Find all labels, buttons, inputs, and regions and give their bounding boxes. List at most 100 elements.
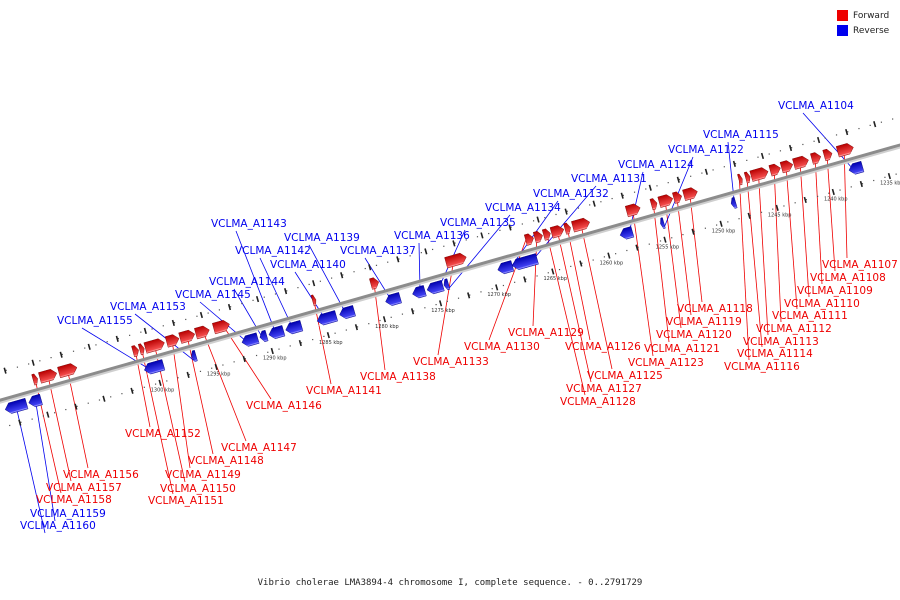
gene-label[interactable]: VCLMA_A1118 [677, 303, 753, 315]
gene-label[interactable]: VCLMA_A1150 [160, 483, 236, 495]
gene-arrow-vclma_a1109[interactable] [810, 151, 823, 165]
gene-label[interactable]: VCLMA_A1123 [628, 357, 704, 369]
gene-label[interactable]: VCLMA_A1141 [306, 385, 382, 397]
gene-arrow-vclma_a1123[interactable] [624, 202, 642, 218]
gene-arrow-vclma_a1131[interactable] [511, 253, 539, 272]
gene-label[interactable]: VCLMA_A1142 [235, 245, 311, 257]
gene-label[interactable]: VCLMA_A1143 [211, 218, 287, 230]
gene-arrow-vclma_a1121[interactable] [649, 198, 659, 211]
gene-label[interactable]: VCLMA_A1136 [394, 230, 470, 242]
gene-arrow-vclma_a1139[interactable] [338, 305, 356, 320]
gene-label[interactable]: VCLMA_A1107 [822, 259, 898, 271]
gene-arrow-vclma_a1153[interactable] [190, 349, 198, 362]
gene-label[interactable]: VCLMA_A1129 [508, 327, 584, 339]
gene-label[interactable]: VCLMA_A1153 [110, 301, 186, 313]
gene-label[interactable]: VCLMA_A1124 [618, 159, 694, 171]
gene-arrow-vclma_a1116[interactable] [737, 173, 744, 186]
gene-arrow-vclma_a1144[interactable] [258, 329, 269, 343]
gene-arrow-vclma_a1104[interactable] [848, 161, 865, 176]
gene-label[interactable]: VCLMA_A1159 [30, 508, 106, 520]
gene-label[interactable]: VCLMA_A1125 [587, 370, 663, 382]
gene-label[interactable]: VCLMA_A1115 [703, 129, 779, 141]
gene-label[interactable]: VCLMA_A1134 [485, 202, 561, 214]
gene-arrow-vclma_a1118[interactable] [682, 186, 699, 201]
gene-arrow-vclma_a1122[interactable] [659, 217, 666, 230]
gene-label[interactable]: VCLMA_A1137 [340, 245, 416, 257]
gene-label[interactable]: VCLMA_A1138 [360, 371, 436, 383]
gene-arrow-vclma_a1115[interactable] [730, 196, 738, 209]
gene-label[interactable]: VCLMA_A1156 [63, 469, 139, 481]
gene-label[interactable]: VCLMA_A1128 [560, 396, 636, 408]
gene-label[interactable]: VCLMA_A1131 [571, 173, 647, 185]
gene-arrow-vclma_a1159[interactable] [27, 393, 43, 408]
gene-arrow-vclma_a1155[interactable] [143, 359, 166, 375]
gene-arrow-vclma_a1138[interactable] [369, 277, 381, 290]
gene-arrow-vclma_a1142[interactable] [284, 320, 304, 335]
gene-arrow-vclma_a1147[interactable] [194, 325, 211, 340]
gene-arrow-vclma_a1112[interactable] [768, 163, 782, 177]
gene-label[interactable]: VCLMA_A1149 [165, 469, 241, 481]
gene-label[interactable]: VCLMA_A1109 [797, 285, 873, 297]
gene-label[interactable]: VCLMA_A1133 [413, 356, 489, 368]
gene-label[interactable]: VCLMA_A1145 [175, 289, 251, 301]
gene-label[interactable]: VCLMA_A1148 [188, 455, 264, 467]
gene-label[interactable]: VCLMA_A1155 [57, 315, 133, 327]
gene-label[interactable]: VCLMA_A1139 [284, 232, 360, 244]
gene-arrow-vclma_a1129[interactable] [532, 230, 544, 244]
gene-arrow-vclma_a1130[interactable] [523, 233, 535, 246]
gene-arrow-vclma_a1124[interactable] [619, 226, 635, 241]
gene-arrow-vclma_a1148[interactable] [178, 329, 197, 344]
gene-label[interactable]: VCLMA_A1111 [772, 310, 848, 322]
gene-arrow-vclma_a1135[interactable] [426, 279, 445, 295]
gene-label[interactable]: VCLMA_A1119 [666, 316, 742, 328]
gene-label[interactable]: VCLMA_A1113 [743, 336, 819, 348]
gene-label[interactable]: VCLMA_A1116 [724, 361, 800, 373]
gene-arrow-vclma_a1111[interactable] [779, 159, 795, 174]
gene-arrow-vclma_a1141[interactable] [310, 294, 318, 307]
gene-arrow-vclma_a1119[interactable] [672, 191, 684, 204]
gene-arrow-vclma_a1132[interactable] [496, 260, 515, 276]
gene-label[interactable]: VCLMA_A1130 [464, 341, 540, 353]
gene-arrow-vclma_a1120[interactable] [657, 193, 675, 208]
gene-arrow-vclma_a1149[interactable] [164, 333, 181, 348]
gene-arrow-vclma_a1107[interactable] [835, 142, 855, 158]
gene-arrow-vclma_a1160[interactable] [4, 398, 29, 415]
gene-label[interactable]: VCLMA_A1135 [440, 217, 516, 229]
gene-label[interactable]: VCLMA_A1108 [810, 272, 886, 284]
gene-label[interactable]: VCLMA_A1152 [125, 428, 201, 440]
gene-arrow-vclma_a1143[interactable] [267, 325, 286, 340]
gene-arrow-vclma_a1158[interactable] [31, 373, 39, 386]
gene-label[interactable]: VCLMA_A1151 [148, 495, 224, 507]
gene-label[interactable]: VCLMA_A1146 [246, 400, 322, 412]
gene-arrow-vclma_a1125[interactable] [571, 217, 592, 233]
gene-arrow-vclma_a1108[interactable] [822, 148, 834, 162]
gene-arrow-vclma_a1145[interactable] [240, 332, 260, 348]
gene-arrow-vclma_a1127[interactable] [549, 224, 566, 239]
gene-label[interactable]: VCLMA_A1121 [644, 343, 720, 355]
gene-label[interactable]: VCLMA_A1127 [566, 383, 642, 395]
gene-label[interactable]: VCLMA_A1104 [778, 100, 854, 112]
gene-arrow-vclma_a1113[interactable] [749, 166, 770, 182]
gene-arrow-vclma_a1134[interactable] [442, 278, 451, 291]
gene-arrow-vclma_a1140[interactable] [316, 310, 338, 326]
gene-label[interactable]: VCLMA_A1110 [784, 298, 860, 310]
gene-label[interactable]: VCLMA_A1157 [46, 482, 122, 494]
gene-arrow-vclma_a1128[interactable] [541, 228, 552, 241]
gene-arrow-vclma_a1156[interactable] [57, 362, 79, 379]
gene-arrow-vclma_a1114[interactable] [743, 171, 752, 184]
gene-label[interactable]: VCLMA_A1114 [737, 348, 813, 360]
gene-arrow-vclma_a1137[interactable] [384, 292, 402, 307]
gene-arrow-vclma_a1151[interactable] [137, 343, 146, 356]
gene-arrow-vclma_a1152[interactable] [131, 345, 141, 358]
gene-label[interactable]: VCLMA_A1132 [533, 188, 609, 200]
gene-label[interactable]: VCLMA_A1160 [20, 520, 96, 532]
gene-label[interactable]: VCLMA_A1126 [565, 341, 641, 353]
gene-label[interactable]: VCLMA_A1158 [36, 494, 112, 506]
gene-label[interactable]: VCLMA_A1120 [656, 329, 732, 341]
gene-arrow-vclma_a1136[interactable] [411, 285, 427, 299]
gene-arrow-vclma_a1110[interactable] [792, 155, 810, 170]
gene-label[interactable]: VCLMA_A1144 [209, 276, 285, 288]
gene-label[interactable]: VCLMA_A1122 [668, 144, 744, 156]
gene-arrow-vclma_a1126[interactable] [563, 222, 573, 235]
gene-label[interactable]: VCLMA_A1147 [221, 442, 297, 454]
